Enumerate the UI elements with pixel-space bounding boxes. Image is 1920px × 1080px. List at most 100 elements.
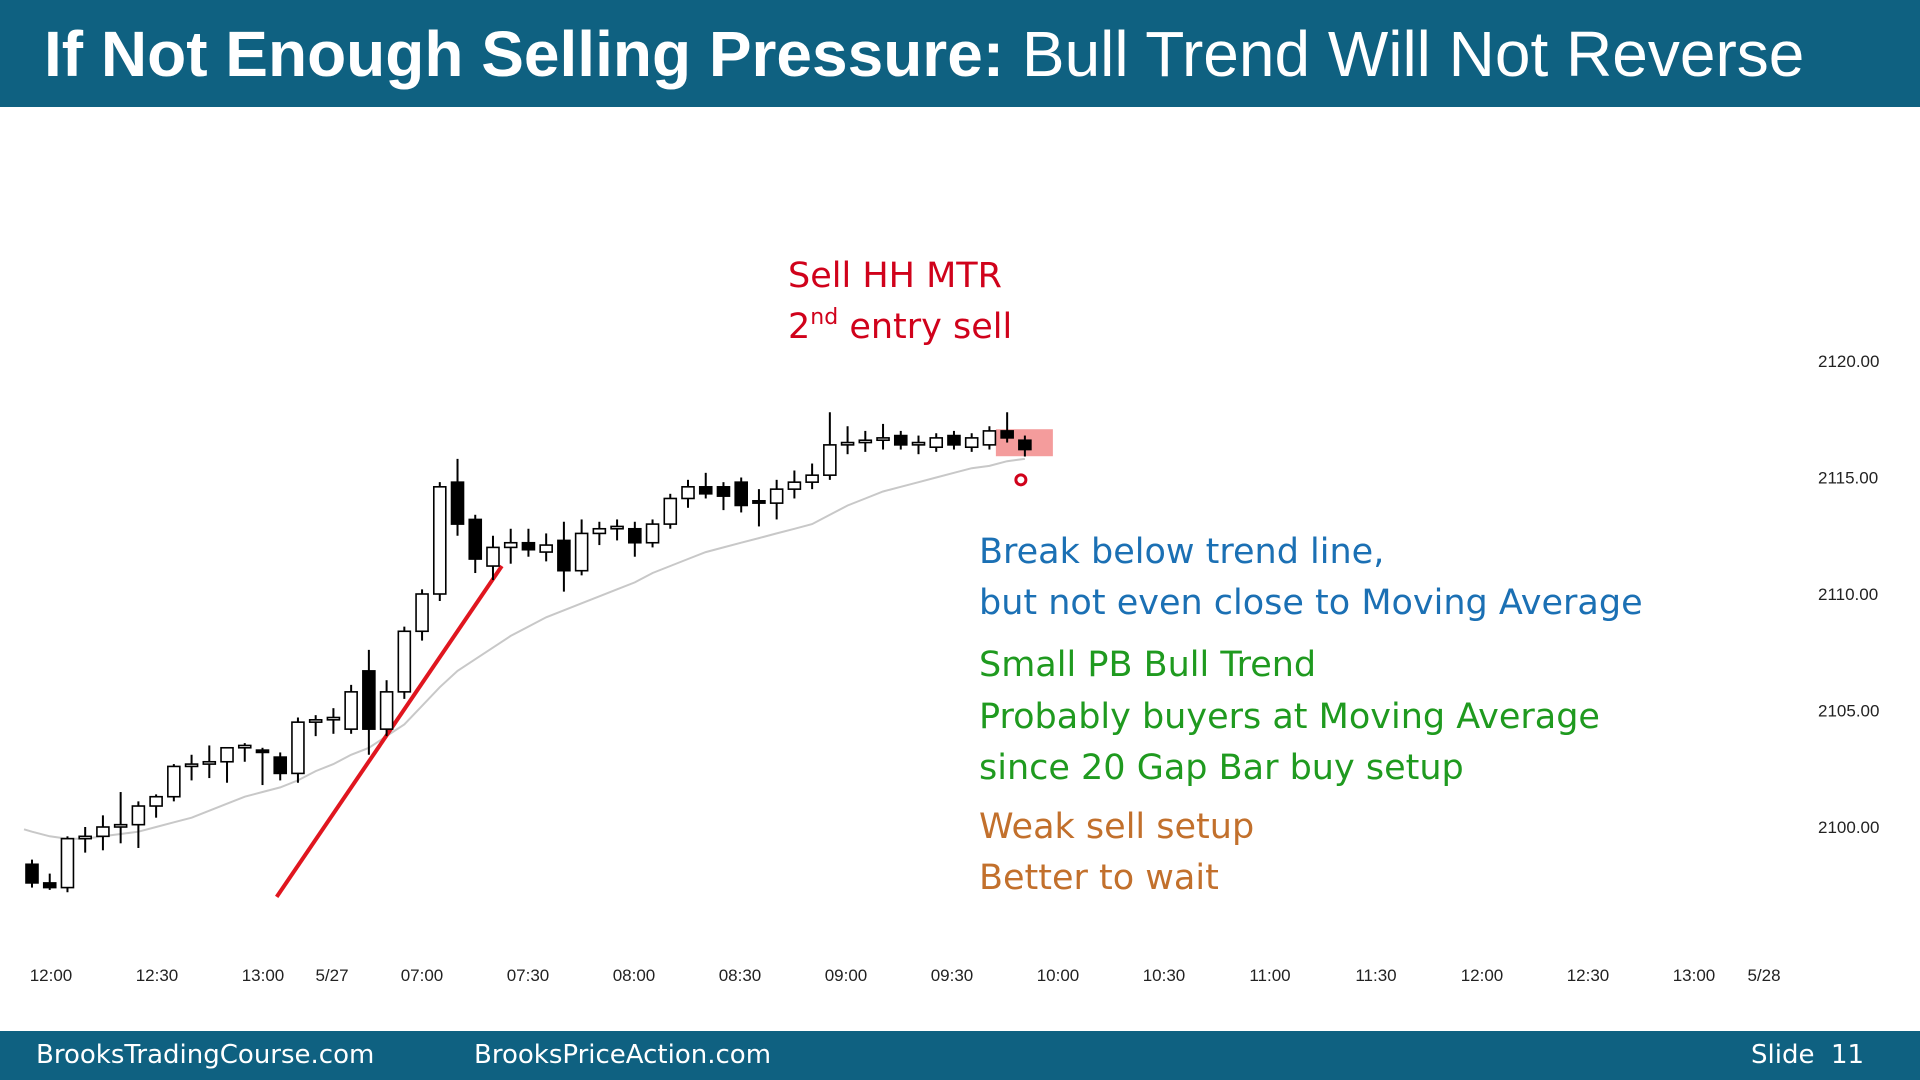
- entry-marker: [1014, 473, 1028, 487]
- y-tick-label: 2100.00: [1818, 818, 1879, 837]
- title-bold: If Not Enough Selling Pressure:: [44, 18, 1005, 90]
- candle-body: [362, 670, 376, 730]
- candle-body: [539, 544, 553, 553]
- candle-body: [450, 481, 465, 525]
- x-tick-label: 11:30: [1355, 966, 1396, 985]
- x-tick-label: 09:00: [825, 966, 868, 985]
- candle-body: [184, 763, 199, 768]
- slide-title: If Not Enough Selling Pressure: Bull Tre…: [44, 14, 1804, 94]
- y-tick-label: 2120.00: [1818, 352, 1879, 371]
- candle-body: [823, 444, 837, 476]
- candle-body: [96, 826, 110, 838]
- candle-body: [858, 439, 873, 444]
- candle-body: [645, 523, 660, 544]
- candle-body: [379, 691, 394, 730]
- footer-site-link[interactable]: BrooksPriceAction.com: [474, 1040, 772, 1070]
- candle-body: [432, 486, 447, 595]
- candle-body: [220, 746, 234, 763]
- candle-body: [911, 441, 926, 446]
- x-tick-label: 08:30: [719, 966, 762, 985]
- blue-annotation-line1: Break below trend line,: [979, 532, 1385, 572]
- x-tick-label: 07:30: [507, 966, 550, 985]
- y-tick-label: 2110.00: [1818, 585, 1878, 604]
- x-tick-label: 12:30: [136, 966, 179, 985]
- sell-annotation-line2: 2nd entry sell: [788, 302, 1012, 353]
- candle-body: [237, 744, 252, 749]
- candle-body: [60, 837, 75, 889]
- y-tick-label: 2105.00: [1818, 702, 1879, 721]
- candle-body: [787, 481, 802, 490]
- candle-body: [734, 481, 749, 507]
- x-tick-label: 09:30: [931, 966, 974, 985]
- blue-annotation-line2: but not even close to Moving Average: [979, 583, 1643, 623]
- title-rest: Bull Trend Will Not Reverse: [1021, 18, 1805, 90]
- candle-body: [574, 532, 589, 572]
- candle-body: [273, 756, 288, 775]
- candle-body: [291, 721, 305, 775]
- green-annotation-line2: Probably buyers at Moving Average: [979, 697, 1600, 737]
- candle-body: [78, 835, 92, 840]
- candle-body: [202, 760, 217, 765]
- x-tick-label: 11:00: [1249, 966, 1290, 985]
- candle-body: [592, 527, 607, 535]
- slide-footer: BrooksTradingCourse.com BrooksPriceActio…: [0, 1031, 1920, 1080]
- x-tick-label: 10:30: [1143, 966, 1186, 985]
- candle-body: [893, 434, 908, 446]
- candle-body: [1000, 430, 1014, 439]
- slide-number-label: Slide 11: [1751, 1040, 1864, 1070]
- candle-body: [610, 525, 624, 530]
- candle-body: [167, 765, 181, 798]
- x-tick-label: 5/28: [1747, 966, 1780, 985]
- candle-body: [752, 499, 766, 504]
- x-tick-label: 13:00: [242, 966, 285, 985]
- x-tick-label: 5/27: [315, 966, 348, 985]
- slide-header: If Not Enough Selling Pressure: Bull Tre…: [0, 0, 1920, 107]
- candle-body: [468, 518, 483, 560]
- orange-annotation-line1: Weak sell setup: [979, 807, 1255, 847]
- trend-line: [275, 564, 504, 899]
- candle-body: [42, 882, 57, 889]
- candle-body: [876, 437, 890, 442]
- candle-body: [486, 546, 500, 567]
- candle-body: [113, 823, 128, 828]
- candle-body: [929, 437, 944, 449]
- candle-body: [255, 749, 270, 754]
- candle-body: [503, 541, 518, 549]
- sell-line2-number: 2: [788, 307, 811, 347]
- sell-line2-superscript: nd: [810, 305, 839, 330]
- candle-body: [344, 691, 358, 730]
- candle-body: [716, 486, 731, 497]
- candle-body: [25, 863, 39, 884]
- candle-body: [521, 541, 536, 551]
- candle-body: [415, 593, 429, 633]
- candle-body: [663, 497, 678, 525]
- x-tick-label: 12:00: [30, 966, 73, 985]
- footer-course-link[interactable]: BrooksTradingCourse.com: [36, 1040, 375, 1070]
- y-tick-label: 2115.00: [1818, 469, 1878, 488]
- candle-body: [982, 430, 997, 446]
- candle-body: [1018, 439, 1032, 451]
- candle-body: [308, 719, 323, 723]
- candle-body: [840, 441, 855, 446]
- slide-label: Slide: [1751, 1040, 1815, 1070]
- x-tick-label: 10:00: [1037, 966, 1080, 985]
- slide-number: 11: [1830, 1040, 1865, 1070]
- candle-body: [947, 434, 961, 446]
- x-tick-label: 12:30: [1567, 966, 1610, 985]
- x-tick-label: 08:00: [613, 966, 656, 985]
- candle-body: [397, 630, 412, 693]
- x-tick-label: 07:00: [401, 966, 444, 985]
- orange-annotation-line2: Better to wait: [979, 858, 1219, 898]
- candle-body: [698, 486, 713, 495]
- candle-body: [326, 716, 341, 721]
- green-annotation-line3: since 20 Gap Bar buy setup: [979, 748, 1464, 788]
- candle-body: [149, 795, 163, 807]
- candle-body: [964, 437, 979, 449]
- candle-body: [557, 539, 571, 572]
- x-tick-label: 13:00: [1673, 966, 1716, 985]
- sell-line2-text: entry sell: [838, 307, 1013, 347]
- sell-annotation-line1: Sell HH MTR: [788, 256, 1002, 296]
- x-tick-label: 12:00: [1461, 966, 1504, 985]
- candle-body: [131, 805, 146, 826]
- candle-body: [681, 486, 695, 500]
